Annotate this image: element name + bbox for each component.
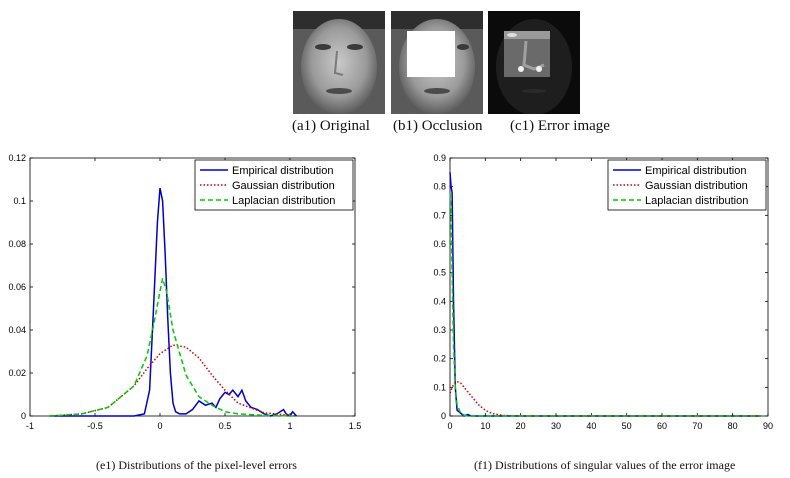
caption-singular-values: (f1) Distributions of singular values of… bbox=[474, 458, 736, 472]
e1-legend-label: Empirical distribution bbox=[232, 165, 333, 177]
f1-legend-label: Laplacian distribution bbox=[645, 195, 748, 207]
caption-error-image: (c1) Error image bbox=[510, 118, 610, 134]
f1-y-tick-label: 0.9 bbox=[433, 153, 446, 163]
f1-x-tick-label: 60 bbox=[657, 421, 667, 431]
f1-y-tick-label: 0.3 bbox=[433, 325, 446, 335]
e1-y-tick-label: 0.12 bbox=[8, 153, 26, 163]
e1-x-tick-label: -1 bbox=[26, 421, 34, 431]
f1-y-tick-label: 0.5 bbox=[433, 268, 446, 278]
e1-legend-label: Laplacian distribution bbox=[232, 195, 335, 207]
f1-series-gaussian-distribution bbox=[449, 380, 761, 417]
f1-x-tick-label: 70 bbox=[692, 421, 702, 431]
e1-y-tick-label: 0.1 bbox=[13, 196, 26, 206]
e1-series-gaussian-distribution bbox=[49, 344, 297, 417]
f1-y-tick-label: 0.4 bbox=[433, 296, 446, 306]
pixel-error-distribution-chart: -1 -0.5 0 0.5 1 1.5 0 0.02 0.04 0.06 0.08 0.1 0.12 Em… bbox=[8, 153, 362, 431]
f1-x-tick-label: 0 bbox=[447, 421, 452, 431]
e1-series-laplacian-distribution bbox=[49, 278, 297, 417]
e1-y-tick-label: 0 bbox=[21, 411, 26, 421]
f1-x-tick-label: 10 bbox=[480, 421, 490, 431]
f1-x-tick-label: 30 bbox=[551, 421, 561, 431]
f1-y-tick-label: 0.8 bbox=[433, 182, 446, 192]
e1-y-tick-label: 0.08 bbox=[8, 239, 26, 249]
singular-value-distribution-chart: 0 10 20 30 40 50 60 70 80 90 0 0.1 0.2 0.3 0.4 0.5 0.6 0.… bbox=[433, 153, 773, 431]
f1-x-tick-label: 80 bbox=[728, 421, 738, 431]
caption-occlusion: (b1) Occlusion bbox=[393, 118, 483, 134]
e1-y-tick-label: 0.02 bbox=[8, 368, 26, 378]
e1-x-tick-label: 0 bbox=[157, 421, 162, 431]
caption-pixel-errors: (e1) Distributions of the pixel-level er… bbox=[96, 458, 297, 472]
f1-x-tick-label: 90 bbox=[763, 421, 773, 431]
f1-y-tick-label: 0.2 bbox=[433, 354, 446, 364]
f1-legend-label: Gaussian distribution bbox=[645, 180, 748, 192]
caption-original: (a1) Original bbox=[292, 118, 370, 134]
e1-y-tick-label: 0.06 bbox=[8, 282, 26, 292]
error-image bbox=[488, 11, 580, 114]
original-face-image bbox=[293, 11, 385, 114]
f1-legend-label: Empirical distribution bbox=[645, 165, 746, 177]
e1-x-tick-label: -0.5 bbox=[87, 421, 103, 431]
f1-y-tick-label: 0 bbox=[441, 411, 446, 421]
f1-x-tick-label: 50 bbox=[622, 421, 632, 431]
e1-x-tick-label: 1.5 bbox=[349, 421, 362, 431]
e1-y-tick-label: 0.04 bbox=[8, 325, 26, 335]
f1-x-tick-label: 20 bbox=[516, 421, 526, 431]
f1-y-tick-label: 0.7 bbox=[433, 210, 446, 220]
occluded-face-image bbox=[391, 11, 483, 114]
e1-x-tick-label: 1 bbox=[287, 421, 292, 431]
f1-y-tick-label: 0.6 bbox=[433, 239, 446, 249]
f1-y-tick-label: 0.1 bbox=[433, 382, 446, 392]
f1-series-laplacian-distribution bbox=[449, 192, 761, 417]
e1-x-tick-label: 0.5 bbox=[219, 421, 232, 431]
f1-x-tick-label: 40 bbox=[586, 421, 596, 431]
occlusion-block bbox=[407, 31, 455, 77]
e1-legend-label: Gaussian distribution bbox=[232, 180, 335, 192]
